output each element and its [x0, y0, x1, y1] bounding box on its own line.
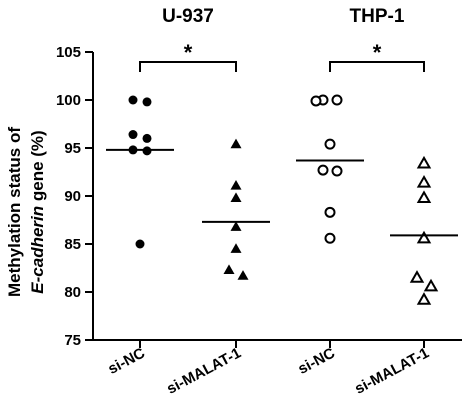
- y-tick-label: 105: [56, 44, 81, 61]
- marks: [106, 94, 458, 305]
- data-point: [230, 243, 242, 253]
- y-axis-label-rest: gene (%): [28, 130, 47, 206]
- y-tick-label: 95: [64, 140, 81, 157]
- data-point: [230, 192, 242, 203]
- y-tick-label: 90: [64, 188, 81, 205]
- y-tick-label: 75: [64, 332, 81, 349]
- data-point: [142, 97, 152, 107]
- data-point: [331, 165, 343, 177]
- data-point: [324, 138, 336, 150]
- panel-title: THP-1: [350, 6, 405, 27]
- data-point: [230, 221, 242, 231]
- data-point: [416, 190, 432, 204]
- data-point: [324, 206, 336, 218]
- y-tick-label: 100: [56, 92, 81, 109]
- category-label: si-NC: [295, 344, 338, 377]
- data-point: [310, 95, 322, 107]
- data-point: [416, 175, 432, 188]
- y-tick-label: 80: [64, 284, 81, 301]
- significance-star: *: [373, 40, 382, 65]
- data-point: [142, 133, 152, 143]
- data-point: [135, 239, 145, 249]
- data-point: [331, 94, 343, 106]
- data-point: [416, 292, 432, 305]
- significance-bracket: [329, 61, 425, 72]
- data-point: [317, 164, 329, 176]
- data-point: [237, 270, 249, 280]
- data-point: [223, 264, 235, 275]
- data-point: [128, 130, 138, 140]
- data-point: [423, 278, 439, 292]
- y-axis-label-line1: Methylation status of: [5, 127, 24, 297]
- category-label: si-MALAT-1: [352, 345, 432, 398]
- significance-star: *: [184, 40, 193, 65]
- data-point: [409, 270, 425, 283]
- axes: 75 80 85 90 95 100 105 si-NC si-MALAT-1 si-NC si-M…: [56, 6, 462, 398]
- category-label: si-MALAT-1: [164, 345, 244, 398]
- data-point: [128, 95, 138, 105]
- data-point: [416, 230, 432, 244]
- panel-title: U-937: [162, 6, 214, 27]
- data-point: [230, 179, 242, 190]
- data-point: [416, 155, 432, 169]
- y-tick-label: 85: [64, 236, 81, 253]
- data-point: [230, 138, 242, 149]
- category-label: si-NC: [105, 344, 148, 377]
- data-point: [324, 232, 336, 244]
- y-axis-label-italic: E-cadherin: [28, 206, 47, 294]
- significance-bracket: [139, 61, 237, 72]
- y-axis-label-line2: E-cadherin gene (%): [28, 130, 47, 293]
